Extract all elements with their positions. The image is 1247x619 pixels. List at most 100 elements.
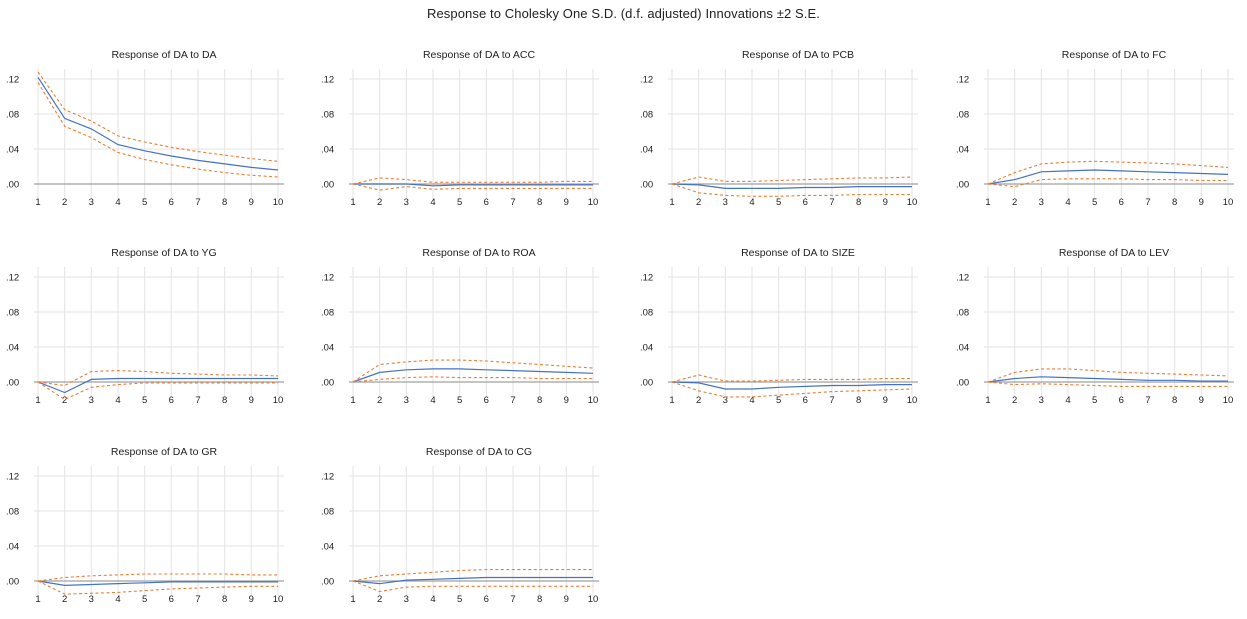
y-tick-label: .12	[956, 273, 969, 284]
panel-title: Response of DA to DA	[111, 49, 216, 61]
x-tick-label: 3	[1039, 197, 1044, 208]
x-tick-label: 10	[907, 197, 918, 208]
x-tick-label: 1	[985, 197, 990, 208]
panel-title: Response of DA to PCB	[742, 49, 854, 61]
x-tick-label: 4	[115, 197, 120, 208]
y-tick-label: .00	[640, 378, 653, 389]
x-tick-label: 7	[510, 395, 515, 406]
y-tick-label: .04	[640, 343, 653, 354]
panel-title: Response of DA to GR	[111, 446, 218, 458]
irf-panel: Response of DA to DA .00 .04 .08 .12 1 2 3 4 5 6 7 8…	[6, 49, 284, 208]
irf-panel: Response of DA to GR .00 .04 .08 .12 1 2 3 4 5 6 7 8…	[6, 446, 284, 605]
x-tick-label: 8	[537, 395, 542, 406]
lower-band-line	[37, 580, 278, 595]
y-tick-label: .12	[6, 273, 19, 284]
x-tick-label: 5	[142, 594, 147, 605]
x-tick-label: 2	[377, 594, 382, 605]
figure-title: Response to Cholesky One S.D. (d.f. adju…	[426, 6, 820, 21]
x-tick-label: 2	[62, 197, 67, 208]
x-tick-label: 9	[883, 395, 888, 406]
x-tick-label: 9	[249, 197, 254, 208]
x-tick-label: 5	[457, 395, 462, 406]
x-tick-label: 4	[430, 594, 435, 605]
lower-band-line	[987, 381, 1228, 387]
x-tick-label: 3	[404, 395, 409, 406]
x-tick-label: 3	[89, 594, 94, 605]
x-tick-label: 8	[856, 395, 861, 406]
response-line	[353, 183, 593, 187]
x-tick-label: 9	[1199, 197, 1204, 208]
x-tick-label: 8	[222, 395, 227, 406]
x-tick-label: 4	[115, 594, 120, 605]
x-tick-label: 1	[35, 395, 40, 406]
x-tick-label: 8	[1172, 197, 1177, 208]
y-tick-label: .04	[321, 542, 334, 553]
panel-title: Response of DA to YG	[111, 247, 216, 259]
y-tick-label: .04	[6, 542, 19, 553]
panel-title: Response of DA to ACC	[423, 49, 535, 61]
response-line	[352, 576, 593, 585]
y-tick-label: .04	[321, 145, 334, 156]
x-tick-label: 1	[669, 197, 674, 208]
x-tick-label: 7	[195, 594, 200, 605]
upper-band-line	[987, 368, 1229, 383]
y-tick-label: .12	[321, 273, 334, 284]
irf-panel: Response of DA to ACC .00 .04 .08 .12 1 2 3 4 5 6 7…	[321, 49, 599, 208]
response-line	[37, 580, 278, 587]
panel-title: Response of DA to ROA	[422, 247, 535, 259]
y-tick-label: .08	[956, 110, 969, 121]
y-tick-label: .08	[321, 507, 334, 518]
x-tick-label: 10	[588, 197, 599, 208]
y-tick-label: .00	[6, 378, 19, 389]
x-tick-label: 2	[62, 395, 67, 406]
y-tick-label: .08	[6, 110, 19, 121]
x-tick-label: 9	[564, 197, 569, 208]
x-tick-label: 1	[985, 395, 990, 406]
lower-band-line	[671, 183, 912, 197]
x-tick-label: 3	[1039, 395, 1044, 406]
y-tick-label: .00	[321, 577, 334, 588]
x-tick-label: 3	[404, 594, 409, 605]
upper-band-line	[37, 71, 279, 162]
x-tick-label: 5	[1092, 395, 1097, 406]
x-tick-label: 8	[537, 197, 542, 208]
x-tick-label: 2	[377, 197, 382, 208]
x-tick-label: 8	[856, 197, 861, 208]
x-tick-label: 10	[1223, 395, 1234, 406]
y-tick-label: .08	[640, 308, 653, 319]
x-tick-label: 9	[564, 395, 569, 406]
x-tick-label: 6	[484, 395, 489, 406]
x-tick-label: 6	[484, 594, 489, 605]
y-tick-label: .12	[6, 75, 19, 86]
y-tick-label: .04	[956, 145, 969, 156]
irf-panel: Response of DA to SIZE .00 .04 .08 .12 1 2 3 4 5 6…	[640, 247, 918, 406]
x-tick-label: 2	[696, 197, 701, 208]
panel-title: Response of DA to FC	[1062, 49, 1167, 61]
y-tick-label: .04	[321, 343, 334, 354]
x-tick-label: 5	[1092, 197, 1097, 208]
y-tick-label: .08	[321, 110, 334, 121]
x-tick-label: 10	[1223, 197, 1234, 208]
x-tick-label: 1	[35, 594, 40, 605]
x-tick-label: 2	[1012, 197, 1017, 208]
y-tick-label: .12	[956, 75, 969, 86]
x-tick-label: 1	[669, 395, 674, 406]
response-line	[37, 377, 278, 394]
y-tick-label: .08	[640, 110, 653, 121]
y-tick-label: .12	[321, 75, 334, 86]
x-tick-label: 5	[142, 395, 147, 406]
x-tick-label: 6	[169, 594, 174, 605]
x-tick-label: 1	[350, 594, 355, 605]
x-tick-label: 7	[195, 395, 200, 406]
x-tick-label: 3	[89, 197, 94, 208]
x-tick-label: 6	[169, 395, 174, 406]
x-tick-label: 5	[457, 594, 462, 605]
y-tick-label: .12	[640, 75, 653, 86]
x-tick-label: 4	[749, 395, 754, 406]
upper-band-line	[352, 177, 593, 185]
irf-panel: Response of DA to ROA .00 .04 .08 .12 1 2 3 4 5 6 7…	[321, 247, 599, 406]
y-tick-label: .00	[321, 378, 334, 389]
lower-band-line	[987, 178, 1228, 188]
response-line	[987, 376, 1228, 383]
